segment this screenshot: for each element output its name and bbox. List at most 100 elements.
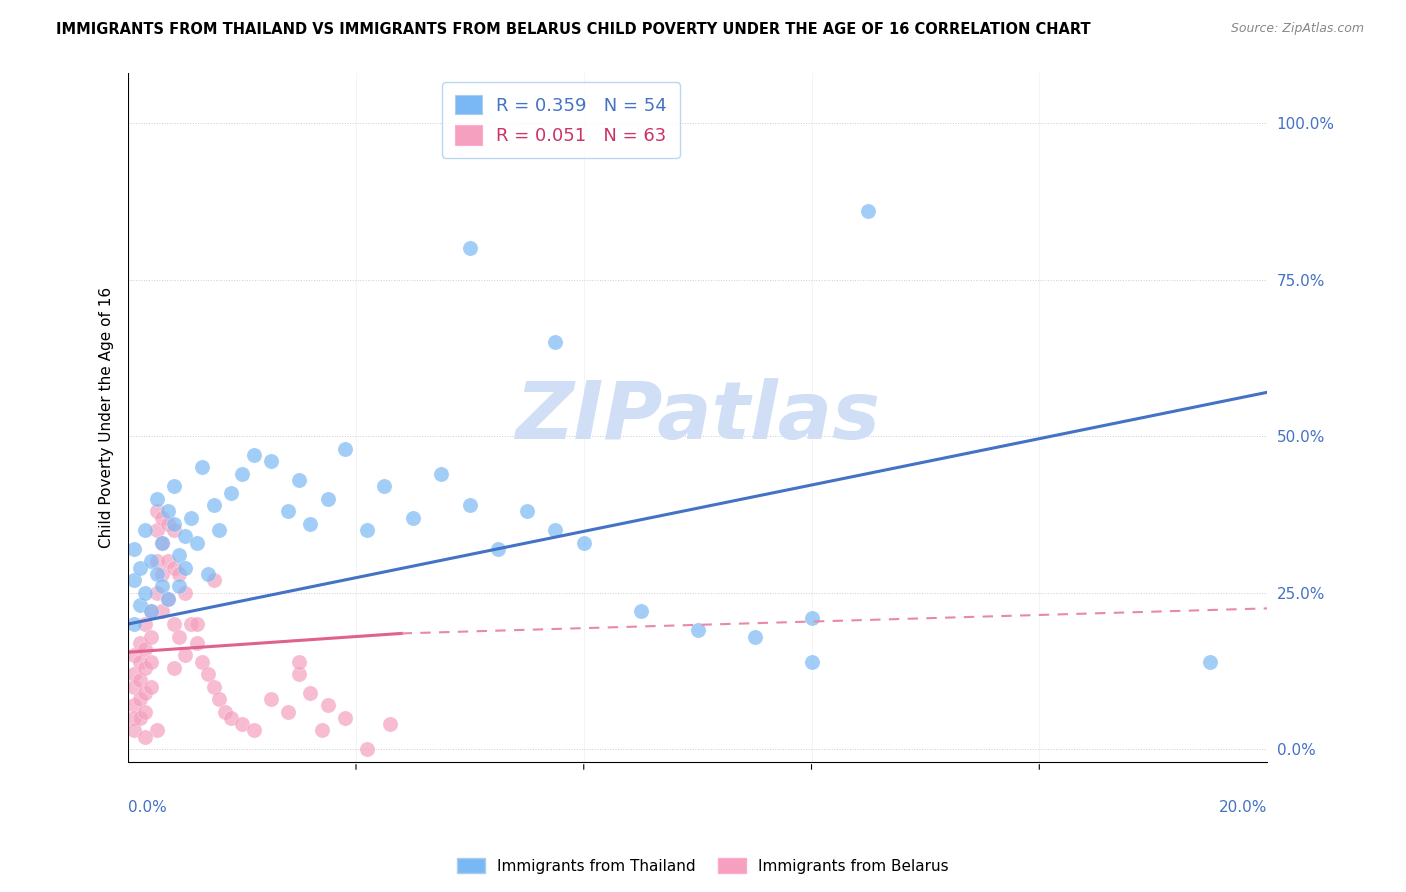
Point <box>202 498 225 512</box>
Point <box>139 680 162 694</box>
Point <box>152 535 174 549</box>
Point <box>139 605 162 619</box>
Point <box>214 705 236 719</box>
Point <box>311 723 333 738</box>
Point <box>139 655 162 669</box>
Point <box>516 504 538 518</box>
Point <box>180 510 202 524</box>
Point <box>163 523 186 537</box>
Legend: R = 0.359   N = 54, R = 0.051   N = 63: R = 0.359 N = 54, R = 0.051 N = 63 <box>443 82 679 158</box>
Point <box>402 510 425 524</box>
Point <box>122 698 145 713</box>
Point <box>134 730 156 744</box>
Text: 0.0%: 0.0% <box>128 799 167 814</box>
Point <box>288 473 311 487</box>
Point <box>145 523 167 537</box>
Point <box>373 479 395 493</box>
Legend: Immigrants from Thailand, Immigrants from Belarus: Immigrants from Thailand, Immigrants fro… <box>451 852 955 880</box>
Point <box>122 573 145 587</box>
Point <box>122 667 145 681</box>
Point <box>800 655 823 669</box>
Text: IMMIGRANTS FROM THAILAND VS IMMIGRANTS FROM BELARUS CHILD POVERTY UNDER THE AGE : IMMIGRANTS FROM THAILAND VS IMMIGRANTS F… <box>56 22 1091 37</box>
Point <box>157 516 180 531</box>
Point <box>259 454 281 468</box>
Point <box>544 523 567 537</box>
Point <box>231 467 253 481</box>
Point <box>122 541 145 556</box>
Point <box>242 723 264 738</box>
Point <box>145 504 167 518</box>
Point <box>169 548 191 562</box>
Point <box>219 711 242 725</box>
Point <box>152 510 174 524</box>
Point <box>277 504 299 518</box>
Point <box>139 554 162 568</box>
Point <box>208 692 231 706</box>
Point <box>122 711 145 725</box>
Point <box>299 516 322 531</box>
Point <box>333 711 356 725</box>
Point <box>219 485 242 500</box>
Point <box>122 648 145 663</box>
Point <box>197 566 219 581</box>
Point <box>191 460 214 475</box>
Point <box>288 655 311 669</box>
Point <box>316 491 339 506</box>
Point <box>630 605 652 619</box>
Point <box>145 566 167 581</box>
Point <box>174 648 197 663</box>
Point <box>157 591 180 606</box>
Point <box>157 554 180 568</box>
Point <box>174 529 197 543</box>
Point <box>122 617 145 632</box>
Point <box>163 617 186 632</box>
Point <box>202 573 225 587</box>
Point <box>242 448 264 462</box>
Point <box>163 516 186 531</box>
Point <box>134 523 156 537</box>
Point <box>163 479 186 493</box>
Point <box>202 680 225 694</box>
Point <box>458 241 481 255</box>
Point <box>128 673 150 688</box>
Point <box>231 717 253 731</box>
Point <box>858 203 880 218</box>
Point <box>152 535 174 549</box>
Point <box>145 554 167 568</box>
Point <box>259 692 281 706</box>
Point <box>169 566 191 581</box>
Text: ZIPatlas: ZIPatlas <box>515 378 880 457</box>
Point <box>134 705 156 719</box>
Point <box>139 630 162 644</box>
Point <box>186 636 208 650</box>
Point <box>174 560 197 574</box>
Point <box>152 605 174 619</box>
Point <box>316 698 339 713</box>
Point <box>174 585 197 599</box>
Point <box>122 680 145 694</box>
Point <box>122 723 145 738</box>
Point <box>197 667 219 681</box>
Text: 20.0%: 20.0% <box>1219 799 1267 814</box>
Point <box>128 655 150 669</box>
Point <box>277 705 299 719</box>
Point <box>169 579 191 593</box>
Point <box>430 467 453 481</box>
Point <box>128 560 150 574</box>
Point <box>356 742 378 756</box>
Y-axis label: Child Poverty Under the Age of 16: Child Poverty Under the Age of 16 <box>100 287 114 548</box>
Point <box>186 617 208 632</box>
Point <box>128 711 150 725</box>
Point <box>152 579 174 593</box>
Point <box>145 723 167 738</box>
Point <box>139 605 162 619</box>
Point <box>208 523 231 537</box>
Point <box>544 335 567 350</box>
Point <box>180 617 202 632</box>
Point <box>191 655 214 669</box>
Point <box>299 686 322 700</box>
Point <box>128 636 150 650</box>
Point <box>145 491 167 506</box>
Point <box>145 585 167 599</box>
Point <box>169 630 191 644</box>
